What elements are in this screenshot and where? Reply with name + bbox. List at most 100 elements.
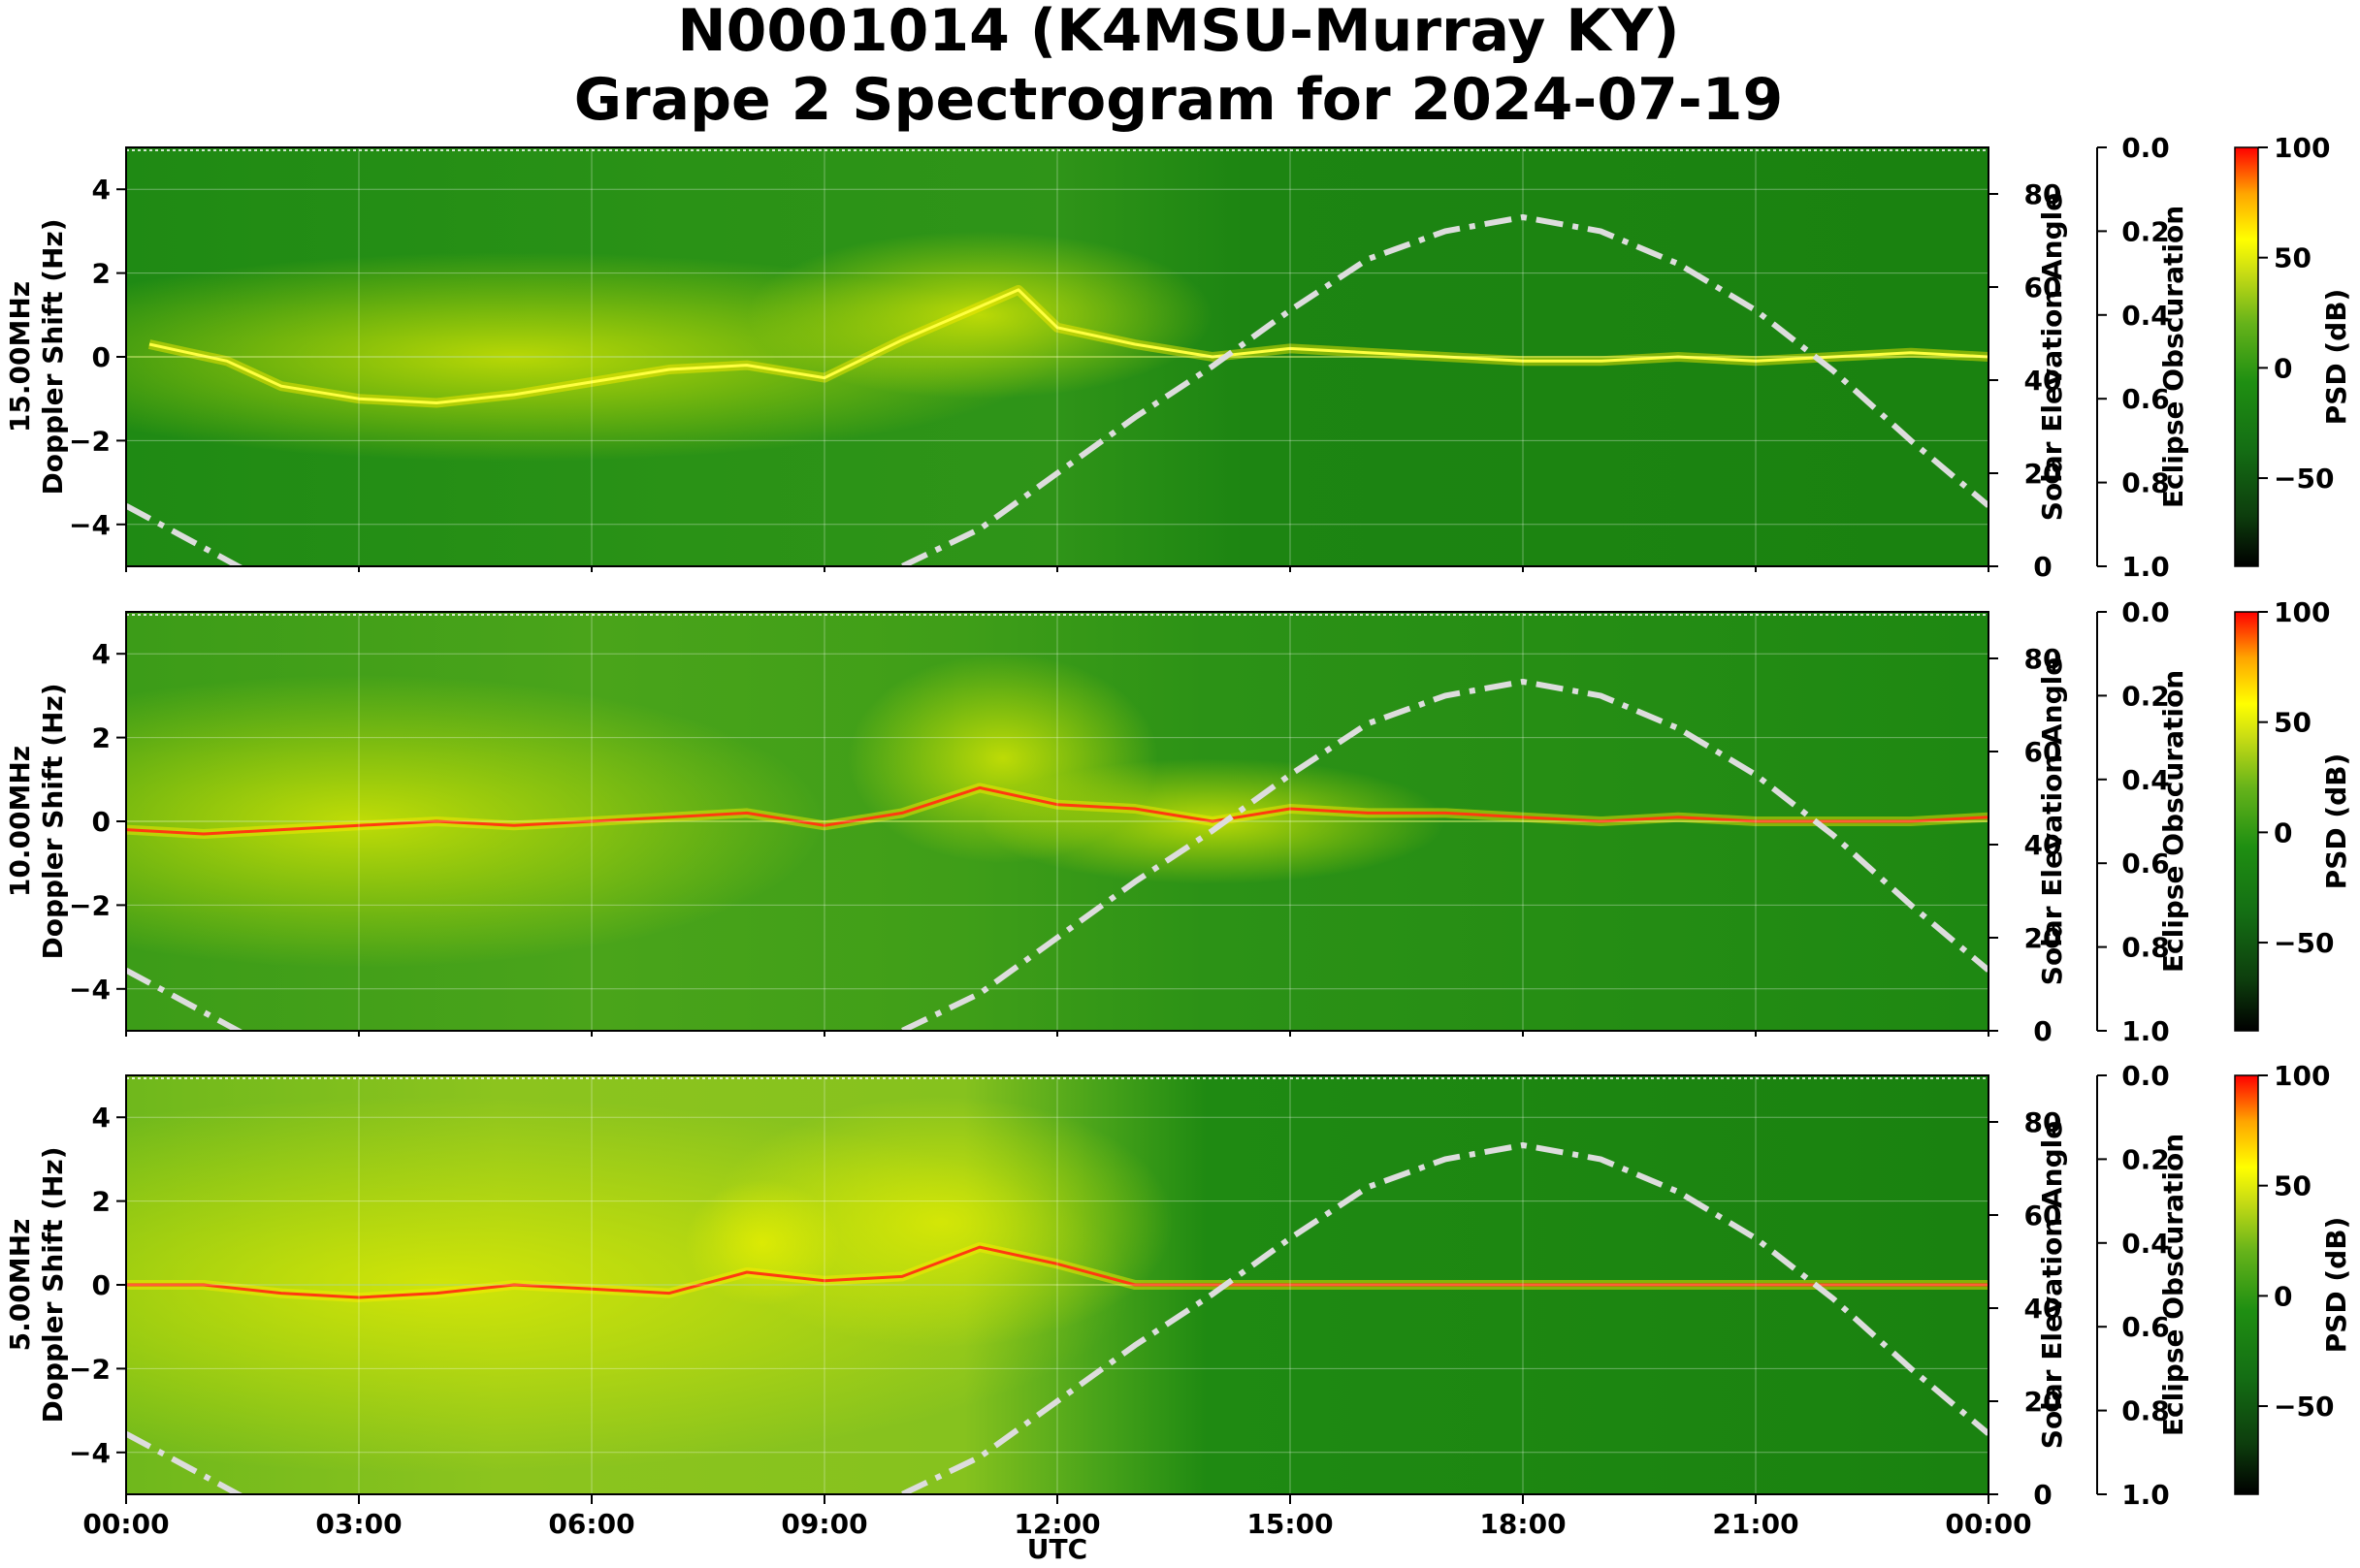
spectrogram-content [126,1075,1988,1494]
solar-tick-label: 20 [2024,458,2062,490]
colorbar-tick-label: −50 [2274,927,2334,959]
doppler-tick-label: 0 [92,341,111,373]
panel-frequency-label: 5.00MHz [4,1219,36,1352]
x-tick-label: 21:00 [1712,1508,1798,1540]
doppler-tick-label: −4 [69,1437,111,1469]
solar-tick-label: 80 [2024,1106,2062,1138]
doppler-trace [148,288,1988,404]
doppler-tick-label: 2 [92,722,111,754]
spectrogram-content [126,147,1988,566]
solar-axis-label: Solar Elevation Angle [2036,1121,2068,1449]
solar-tick-label: 40 [2024,1293,2062,1325]
colorbar-tick-label: 0 [2274,816,2292,848]
solar-axis-label: Solar Elevation Angle [2036,193,2068,521]
doppler-tick-label: 2 [92,258,111,290]
x-tick-label: 09:00 [781,1508,867,1540]
chart-title-line1: N0001014 (K4MSU-Murray KY) [677,0,1679,65]
colorbar-tick-label: 50 [2274,707,2312,739]
colorbar [2234,146,2259,567]
doppler-tick-label: −2 [69,1353,111,1385]
doppler-axis-label: Doppler Shift (Hz) [37,1146,69,1423]
solar-tick-label: 40 [2024,829,2062,861]
doppler-axis-label: Doppler Shift (Hz) [37,683,69,959]
eclipse-axis-label: Eclipse Obscuration [2157,206,2189,508]
doppler-trace [126,1245,1988,1299]
eclipse-tick-label: 0.0 [2121,1060,2170,1092]
doppler-tick-label: −2 [69,889,111,921]
doppler-tick-label: −4 [69,509,111,541]
solar-elevation-curve [126,1142,1988,1494]
solar-tick-label: 0 [2033,1015,2052,1047]
eclipse-tick-label: 1.0 [2121,551,2170,583]
solar-tick-label: 0 [2033,551,2052,583]
eclipse-axis-label: Eclipse Obscuration [2157,670,2189,973]
doppler-tick-label: −2 [69,425,111,457]
eclipse-tick-label: 0.8 [2121,1395,2170,1427]
solar-tick-label: 40 [2024,365,2062,397]
panel-1: 420−2−410.00MHz Doppler Shift (Hz)0204060… [4,596,2352,1047]
doppler-tick-label: 4 [92,174,111,206]
colorbar-tick-label: 100 [2274,1060,2330,1092]
doppler-tick-label: 4 [92,1102,111,1134]
eclipse-tick-label: 0.4 [2121,300,2170,332]
x-tick-label: 00:00 [1945,1508,2031,1540]
doppler-tick-label: −4 [69,974,111,1006]
doppler-tick-label: 0 [92,1269,111,1301]
colorbar-tick-label: −50 [2274,1391,2334,1423]
colorbar-label: PSD (dB) [2320,1217,2352,1354]
solar-tick-label: 80 [2024,643,2062,675]
colorbar [2234,1074,2259,1495]
x-tick-label: 00:00 [82,1508,169,1540]
eclipse-tick-label: 0.0 [2121,596,2170,628]
doppler-axis-label: Doppler Shift (Hz) [37,218,69,495]
solar-tick-label: 60 [2024,1200,2062,1232]
colorbar-tick-label: 50 [2274,242,2312,274]
solar-tick-label: 60 [2024,736,2062,768]
doppler-tick-label: 2 [92,1186,111,1218]
eclipse-tick-label: 0.4 [2121,764,2170,796]
x-tick-label: 15:00 [1246,1508,1333,1540]
solar-elevation-curve [126,679,1988,1031]
solar-tick-label: 0 [2033,1479,2052,1511]
colorbar-tick-label: 0 [2274,352,2292,384]
panel-2: 420−2−45.00MHz Doppler Shift (Hz)02040608… [4,1060,2352,1540]
x-tick-label: 03:00 [315,1508,402,1540]
eclipse-tick-label: 0.4 [2121,1228,2170,1260]
x-axis-label: UTC [1027,1533,1087,1564]
eclipse-tick-label: 0.6 [2121,383,2170,415]
eclipse-tick-label: 0.2 [2121,1143,2170,1175]
doppler-trace [126,785,1988,836]
solar-tick-label: 80 [2024,178,2062,210]
solar-axis-label: Solar Elevation Angle [2036,657,2068,985]
colorbar-tick-label: 50 [2274,1170,2312,1202]
colorbar-tick-label: 100 [2274,132,2330,164]
chart-title-line2: Grape 2 Spectrogram for 2024-07-19 [574,66,1783,134]
solar-elevation-curve [126,214,1988,566]
spectrogram-content [126,612,1988,1031]
panel-0: 420−2−415.00MHz Doppler Shift (Hz)0204060… [4,132,2352,583]
eclipse-tick-label: 0.8 [2121,932,2170,964]
colorbar-tick-label: 100 [2274,596,2330,628]
x-tick-label: 06:00 [548,1508,634,1540]
eclipse-tick-label: 0.0 [2121,132,2170,164]
colorbar-label: PSD (dB) [2320,753,2352,890]
colorbar [2234,611,2259,1032]
solar-tick-label: 60 [2024,272,2062,304]
noise-glow [685,1180,840,1306]
eclipse-tick-label: 1.0 [2121,1479,2170,1511]
eclipse-tick-label: 0.2 [2121,215,2170,247]
doppler-tick-label: 0 [92,806,111,838]
colorbar-label: PSD (dB) [2320,289,2352,426]
panel-frequency-label: 15.00MHz [4,281,36,432]
x-tick-label: 12:00 [1014,1508,1100,1540]
eclipse-tick-label: 0.6 [2121,848,2170,880]
eclipse-tick-label: 1.0 [2121,1015,2170,1047]
eclipse-tick-label: 0.8 [2121,467,2170,499]
eclipse-axis-label: Eclipse Obscuration [2157,1134,2189,1436]
eclipse-tick-label: 0.6 [2121,1311,2170,1343]
doppler-tick-label: 4 [92,638,111,670]
panel-frequency-label: 10.00MHz [4,746,36,897]
eclipse-tick-label: 0.2 [2121,680,2170,712]
